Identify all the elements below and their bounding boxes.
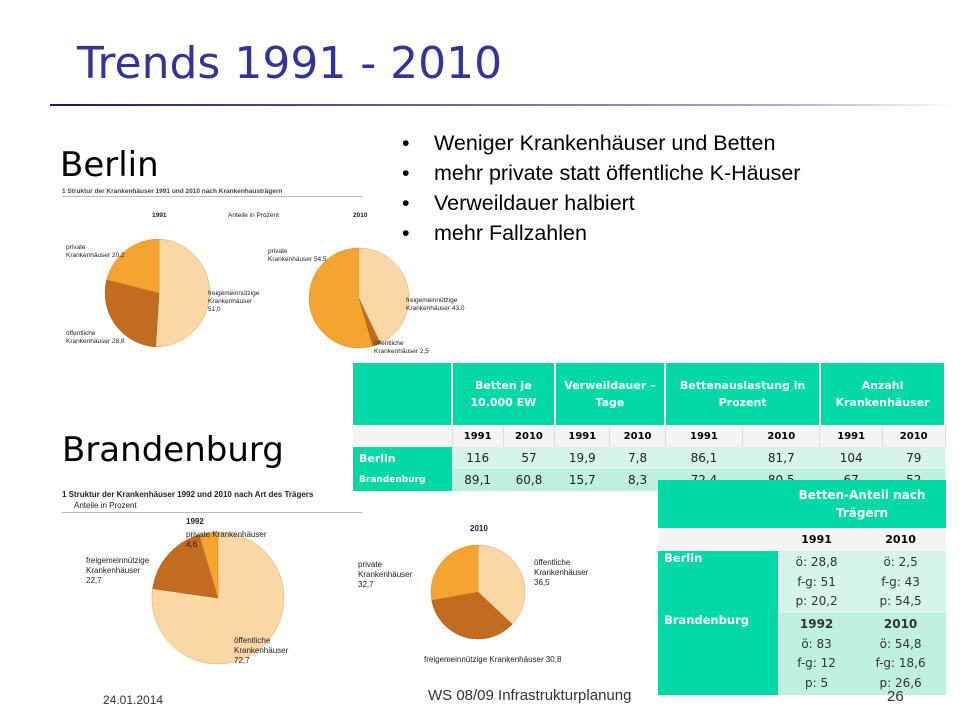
table-year: 1991: [819, 425, 883, 447]
bullet-item: Weniger Krankenhäuser und Betten: [400, 128, 800, 158]
table-cell: 116: [452, 447, 504, 469]
table-cell: 79: [882, 447, 945, 469]
brandenburg-heading: Brandenburg: [62, 430, 284, 470]
brandenburg-figure-rule: [62, 512, 362, 513]
brandenburg-figure-caption: 1 Struktur der Krankenhäuser 1992 und 20…: [62, 490, 314, 499]
table-header-traeger: Betten-Anteil nach Trägern: [778, 480, 946, 528]
pie-slice-privat: [430, 544, 479, 601]
table-cell: 7,8: [609, 447, 666, 469]
footer-course: WS 08/09 Infrastrukturplanung: [428, 687, 632, 704]
brandenburg-2010-label-private: private Krankenhäuser 32,7: [358, 560, 413, 589]
row-label: Brandenburg: [658, 613, 778, 695]
berlin-2010-label-freige: freigemeinnützige Krankenhäuser 43,0: [406, 297, 465, 312]
comparison-table: Betten je 10.000 EW Verweildauer – Tage …: [353, 363, 947, 491]
pie-slice-freigemeinnuetzig: [431, 591, 513, 640]
traeger-table: Betten-Anteil nach Trägern 1991 2010 Ber…: [658, 480, 946, 695]
brandenburg-1992-label-freige: freigemeinnützige Krankenhäuser 22,7: [86, 556, 150, 585]
berlin-figure-rule: [62, 196, 362, 197]
table-row: Brandenburg 1992 ö: 83 f-g: 12 p: 5 2010…: [658, 613, 946, 695]
berlin-share-label: Anteile in Prozent: [228, 212, 279, 219]
berlin-year-2010: 2010: [353, 212, 368, 219]
table-cell: 19,9: [554, 447, 610, 469]
table-header-betten: Betten je 10.000 EW: [452, 363, 556, 425]
table-cell: 86,1: [665, 447, 743, 469]
table-year: 2010: [882, 425, 946, 447]
table-header-empty: [658, 480, 778, 528]
table-cell: 8,3: [609, 469, 666, 491]
table-row: Berlin ö: 28,8 f-g: 51 p: 20,2 ö: 2,5 f-…: [658, 551, 946, 613]
berlin-1991-label-oeff: öffentliche Krankenhäuser 28,8: [66, 330, 125, 345]
table-cell: 89,1: [452, 469, 504, 491]
pie-slice-freigemeinnuetzig: [155, 238, 210, 348]
table-row: Berlin 116 57 19,9 7,8 86,1 81,7 104 79: [353, 447, 945, 469]
table-cell: ö: 2,5 f-g: 43 p: 54,5: [855, 551, 946, 613]
brandenburg-1992-label-private: private Krankenhäuser 4,6: [186, 530, 267, 549]
table-header-auslastung: Bettenauslastung in Prozent: [665, 363, 821, 425]
title-divider: [50, 104, 960, 106]
table-header-empty: [353, 363, 453, 425]
pie-slice-privat: [106, 238, 160, 294]
row-label: Berlin: [353, 447, 452, 469]
row-label: Berlin: [658, 551, 778, 613]
berlin-1991-label-private: private Krankenhäuser 20,2: [66, 244, 125, 259]
pie-slice-privat: [308, 247, 374, 349]
bullet-item: Verweildauer halbiert: [400, 188, 800, 218]
table-year: 1991: [452, 425, 504, 447]
table-year: 2010: [609, 425, 666, 447]
table-cell: 60,8: [503, 469, 555, 491]
pie-slice-freigemeinnuetzig: [358, 247, 410, 344]
brandenburg-pie-1992: [151, 531, 285, 665]
table-year-empty: [658, 528, 778, 551]
brandenburg-2010-label-oeff: öffentliche Krankenhäuser 36,5: [534, 558, 589, 587]
table-year: 2010: [855, 528, 946, 551]
table-cell: ö: 28,8 f-g: 51 p: 20,2: [778, 551, 856, 613]
brandenburg-pie-2010: [430, 544, 526, 640]
bullet-item: mehr private statt öffentliche K-Häuser: [400, 158, 800, 188]
berlin-year-1991: 1991: [152, 212, 167, 219]
brandenburg-year-2010: 2010: [470, 524, 488, 533]
table-year-empty: [353, 425, 453, 447]
brandenburg-1992-label-oeff: öffentliche Krankenhäuser 72,7: [234, 636, 289, 665]
pie-slice-oeffentlich: [104, 279, 160, 348]
table-cell: 2010 ö: 54,8 f-g: 18,6 p: 26,6: [855, 613, 946, 695]
berlin-figure-caption: 1 Struktur der Krankenhäuser 1991 und 20…: [62, 188, 283, 195]
table-header-verweildauer: Verweildauer – Tage: [554, 363, 667, 425]
slide-title: Trends 1991 - 2010: [77, 38, 503, 89]
table-year: 1991: [554, 425, 611, 447]
table-cell: 81,7: [742, 447, 820, 469]
brandenburg-2010-label-freige: freigemeinnützige Krankenhäuser 30,8: [424, 655, 562, 664]
berlin-1991-label-freige: freigemeinnützige Krankenhäuser 51,0: [208, 290, 260, 313]
berlin-heading: Berlin: [60, 145, 159, 185]
bullet-item: mehr Fallzahlen: [400, 218, 800, 248]
pie-slice-freigemeinnuetzig: [152, 534, 219, 599]
berlin-pie-1991: [104, 238, 210, 348]
pie-slice-oeffentlich: [477, 544, 526, 625]
table-year: 2010: [742, 425, 821, 447]
table-year: 2010: [503, 425, 556, 447]
row-label: Brandenburg: [353, 469, 452, 491]
berlin-pie-2010: [308, 247, 410, 349]
berlin-2010-label-oeff: öffentliche Krankenhäuser 2,5: [374, 340, 429, 355]
berlin-2010-label-private: private Krankenhäuser 54,5: [268, 248, 327, 263]
table-year: 1991: [665, 425, 744, 447]
table-cell: 104: [819, 447, 883, 469]
table-year: 1991: [778, 528, 856, 551]
brandenburg-share-label: Anteile in Prozent: [74, 501, 137, 510]
footer-date: 24.01.2014: [103, 693, 164, 707]
page-number: 26: [887, 688, 904, 705]
table-header-anzahl: Anzahl Krankenhäuser: [819, 363, 947, 425]
pie-slice-privat: [198, 531, 219, 599]
table-cell: 57: [503, 447, 555, 469]
table-cell: 15,7: [554, 469, 610, 491]
table-cell: 1992 ö: 83 f-g: 12 p: 5: [778, 613, 856, 695]
bullet-list: Weniger Krankenhäuser und Betten mehr pr…: [400, 128, 800, 248]
brandenburg-year-1992: 1992: [186, 517, 204, 526]
